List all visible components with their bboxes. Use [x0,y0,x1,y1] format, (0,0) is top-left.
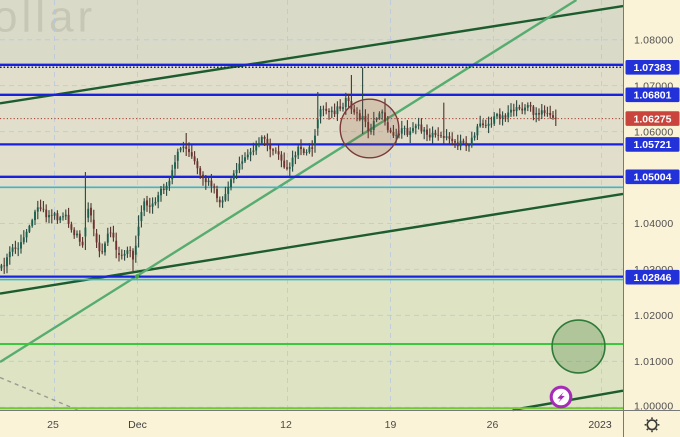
svg-text:1.06000: 1.06000 [634,126,673,138]
svg-text:12: 12 [280,419,292,431]
svg-text:19: 19 [385,419,397,431]
svg-text:Dec: Dec [128,419,147,431]
svg-text:1.07383: 1.07383 [634,62,672,74]
svg-text:1.01000: 1.01000 [634,356,673,368]
svg-text:1.05004: 1.05004 [634,172,672,184]
svg-text:1.08000: 1.08000 [634,34,673,46]
svg-text:1.02846: 1.02846 [634,272,672,284]
svg-text:25: 25 [47,419,59,431]
svg-text:1.05721: 1.05721 [634,139,672,151]
svg-text:26: 26 [487,419,499,431]
svg-text:1.02000: 1.02000 [634,310,673,322]
svg-text:1.06801: 1.06801 [634,90,672,102]
svg-text:ollar: ollar [0,0,96,42]
svg-text:1.06275: 1.06275 [634,113,672,125]
svg-text:1.00000: 1.00000 [634,401,673,413]
svg-text:1.04000: 1.04000 [634,218,673,230]
svg-text:2023: 2023 [588,419,612,431]
